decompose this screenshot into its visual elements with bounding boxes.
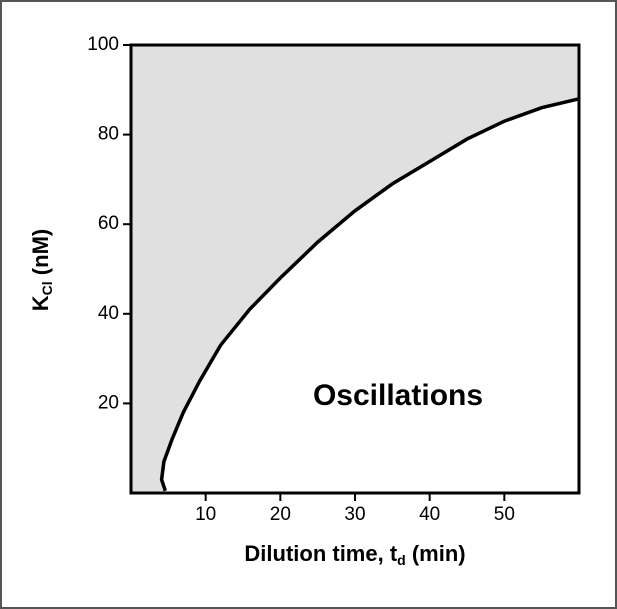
y-tick-label: 60: [98, 213, 119, 234]
x-tick-label: 30: [344, 504, 365, 525]
x-axis-label: Dilution time, td (min): [244, 541, 465, 568]
plot-area: 20 40 60 80 100 10 20 30 40 50: [87, 34, 581, 525]
x-tick-label: 40: [419, 504, 440, 525]
y-label-main: K: [28, 295, 53, 311]
x-label-main: Dilution time, t: [244, 541, 397, 566]
x-tick-label: 20: [270, 504, 291, 525]
curve: [159, 97, 580, 492]
shaded-region: [131, 45, 579, 493]
y-tick-label: 100: [87, 34, 119, 55]
annotation: Oscillations: [313, 379, 483, 412]
x-label-sub: d: [397, 552, 406, 568]
y-tick-label: 40: [98, 303, 119, 324]
y-tick-label: 80: [98, 124, 119, 145]
x-tick-label: 10: [195, 504, 216, 525]
y-label-tail: (nM): [28, 229, 53, 282]
x-tick-label: 50: [494, 504, 515, 525]
y-axis-label: KCl (nM): [28, 229, 55, 311]
y-tick-label: 20: [98, 392, 119, 413]
x-label-tail: (min): [406, 541, 466, 566]
y-label-sub: Cl: [39, 281, 55, 295]
